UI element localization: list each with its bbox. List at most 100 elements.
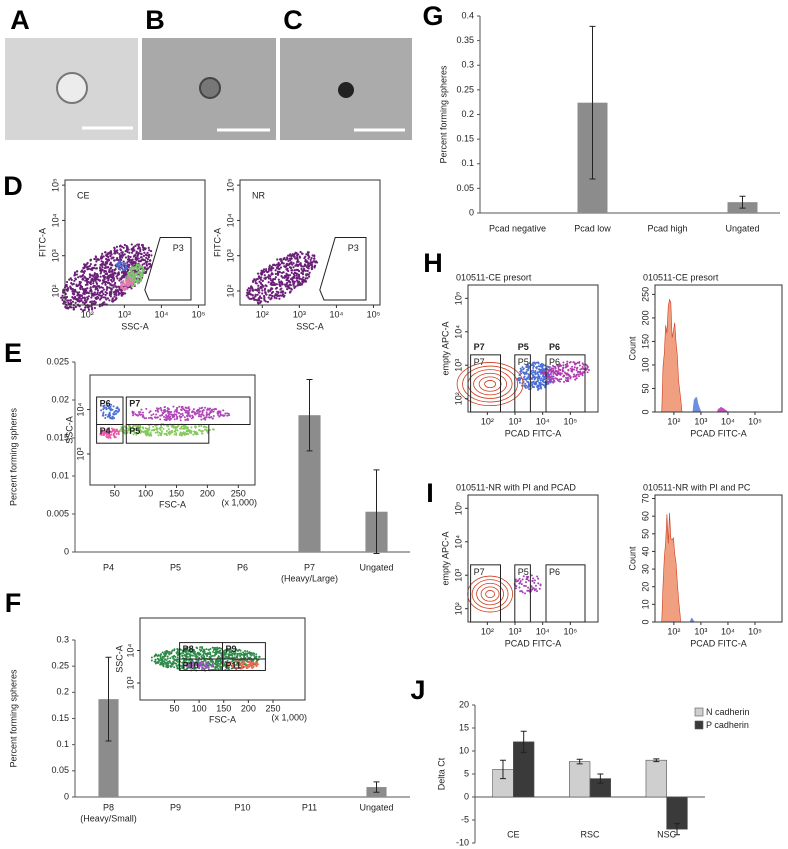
event-dot bbox=[186, 418, 189, 421]
event-dot bbox=[280, 294, 284, 297]
event-dot bbox=[156, 431, 159, 434]
event-dot bbox=[200, 418, 203, 421]
event-dot bbox=[246, 663, 249, 666]
y-axis-label: FITC-A bbox=[37, 228, 47, 257]
event-dot bbox=[287, 259, 290, 263]
event-dot bbox=[214, 651, 217, 654]
event-dot bbox=[518, 582, 521, 585]
event-dot bbox=[153, 655, 156, 658]
event-dot bbox=[156, 427, 159, 430]
event-dot bbox=[167, 413, 170, 416]
error-bar bbox=[597, 773, 604, 784]
event-dot bbox=[312, 260, 315, 263]
y-axis-label: SSC-A bbox=[114, 645, 124, 673]
event-dot bbox=[128, 274, 131, 277]
event-dot bbox=[130, 275, 133, 278]
event-dot bbox=[243, 653, 246, 656]
event-dot bbox=[547, 378, 550, 381]
event-dot bbox=[282, 258, 285, 261]
event-dot bbox=[231, 652, 234, 655]
event-dot bbox=[274, 276, 277, 279]
event-dot bbox=[162, 427, 165, 430]
event-dot bbox=[178, 405, 181, 408]
event-dot bbox=[85, 263, 88, 266]
event-dot bbox=[236, 652, 239, 655]
event-dot bbox=[548, 374, 551, 377]
event-dot bbox=[262, 294, 266, 298]
event-dot bbox=[533, 579, 536, 582]
event-dot bbox=[262, 270, 265, 273]
event-dot bbox=[233, 653, 236, 656]
event-dot bbox=[119, 263, 122, 266]
event-dot bbox=[182, 665, 185, 668]
event-dot bbox=[305, 253, 308, 256]
event-dot bbox=[202, 667, 205, 670]
event-dot bbox=[128, 428, 131, 431]
event-dot bbox=[214, 668, 217, 671]
event-dot bbox=[537, 373, 540, 376]
event-dot bbox=[154, 431, 157, 434]
event-dot bbox=[127, 255, 130, 258]
event-dot bbox=[100, 433, 103, 436]
x-tick-label: RSC bbox=[580, 829, 600, 839]
event-dot bbox=[94, 263, 97, 266]
event-dot bbox=[547, 376, 550, 379]
event-dot bbox=[143, 262, 146, 265]
event-dot bbox=[522, 575, 525, 578]
event-dot bbox=[255, 664, 258, 667]
event-dot bbox=[252, 297, 256, 300]
event-dot bbox=[110, 253, 113, 256]
event-dot bbox=[549, 379, 552, 382]
event-dot bbox=[141, 268, 144, 271]
event-dot bbox=[95, 260, 98, 263]
event-dot bbox=[83, 299, 87, 302]
event-dot bbox=[538, 387, 541, 390]
event-dot bbox=[113, 268, 116, 272]
event-dot bbox=[86, 265, 90, 268]
event-dot bbox=[293, 271, 297, 274]
event-dot bbox=[221, 414, 224, 417]
event-dot bbox=[256, 299, 259, 302]
panel-label: J bbox=[410, 675, 425, 705]
event-dot bbox=[523, 376, 526, 379]
event-dot bbox=[234, 652, 237, 655]
event-dot bbox=[82, 288, 85, 291]
plot-frame bbox=[467, 284, 599, 413]
event-dot bbox=[141, 272, 144, 275]
event-dot bbox=[137, 278, 140, 281]
event-dot bbox=[188, 429, 191, 432]
contour bbox=[478, 376, 502, 392]
event-dot bbox=[124, 283, 127, 286]
event-dot bbox=[213, 648, 216, 651]
event-dot bbox=[546, 380, 549, 383]
event-dot bbox=[205, 648, 208, 651]
event-dot bbox=[155, 654, 158, 657]
event-dot bbox=[200, 655, 203, 658]
event-dot bbox=[249, 664, 252, 667]
x-tick-label: 200 bbox=[241, 703, 256, 713]
event-dot bbox=[101, 266, 104, 269]
event-dot bbox=[148, 411, 151, 414]
event-dot bbox=[246, 655, 249, 658]
event-dot bbox=[542, 377, 545, 380]
event-dot bbox=[296, 264, 300, 267]
x-tick-label: P8 bbox=[103, 802, 114, 812]
event-dot bbox=[101, 279, 104, 282]
event-dot bbox=[191, 654, 194, 657]
y-tick-label: 50 bbox=[640, 529, 650, 539]
event-dot bbox=[534, 370, 537, 373]
y-tick-label: 10³ bbox=[50, 249, 60, 262]
y-tick-label: 0.35 bbox=[456, 35, 474, 45]
event-dot bbox=[96, 291, 99, 294]
event-dot bbox=[547, 371, 550, 374]
event-dot bbox=[164, 650, 167, 653]
event-dot bbox=[91, 292, 94, 295]
y-tick-label: 60 bbox=[640, 511, 650, 521]
event-dot bbox=[276, 258, 279, 261]
event-dot bbox=[313, 257, 316, 260]
x-tick-label: Pcad low bbox=[574, 223, 611, 233]
event-dot bbox=[162, 660, 165, 663]
event-dot bbox=[169, 415, 172, 418]
event-dot bbox=[69, 298, 72, 302]
event-dot bbox=[522, 372, 525, 375]
